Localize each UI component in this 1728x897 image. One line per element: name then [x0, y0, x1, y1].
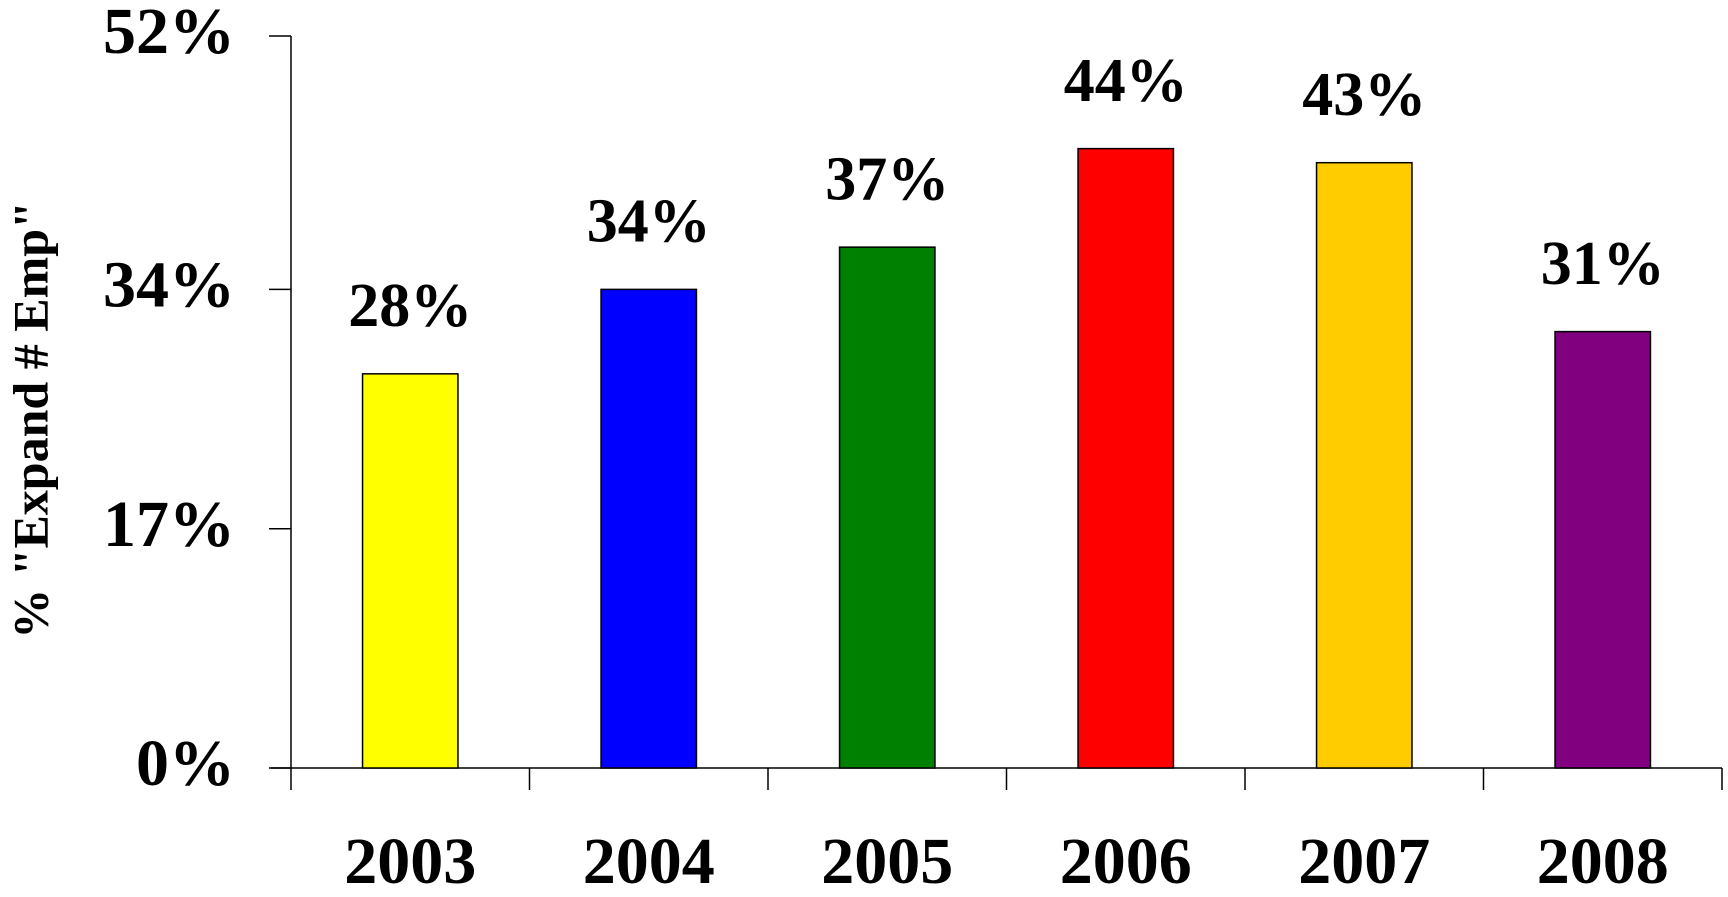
y-tick-label: 17% [103, 488, 235, 561]
x-tick-label: 2005 [821, 825, 953, 897]
x-tick-label: 2003 [344, 825, 476, 897]
bar [600, 288, 698, 769]
x-tick-label: 2006 [1060, 825, 1192, 897]
value-label: 43% [1302, 61, 1426, 129]
value-label: 31% [1541, 230, 1665, 298]
value-label: 37% [825, 145, 949, 213]
bar [1554, 330, 1652, 769]
bar [1077, 147, 1175, 769]
bar [361, 373, 459, 769]
x-tick-label: 2004 [583, 825, 715, 897]
y-tick-label: 0% [136, 727, 235, 800]
bar [1315, 161, 1413, 769]
bar [838, 246, 936, 769]
x-tick-label: 2008 [1537, 825, 1669, 897]
x-tick-label: 2007 [1298, 825, 1430, 897]
value-label: 28% [348, 272, 472, 340]
y-tick-label: 52% [103, 0, 235, 68]
y-tick-label: 34% [103, 249, 235, 322]
value-label: 34% [587, 188, 711, 256]
y-axis-label: % "Expand # Emp" [2, 201, 58, 639]
value-label: 44% [1064, 47, 1188, 115]
